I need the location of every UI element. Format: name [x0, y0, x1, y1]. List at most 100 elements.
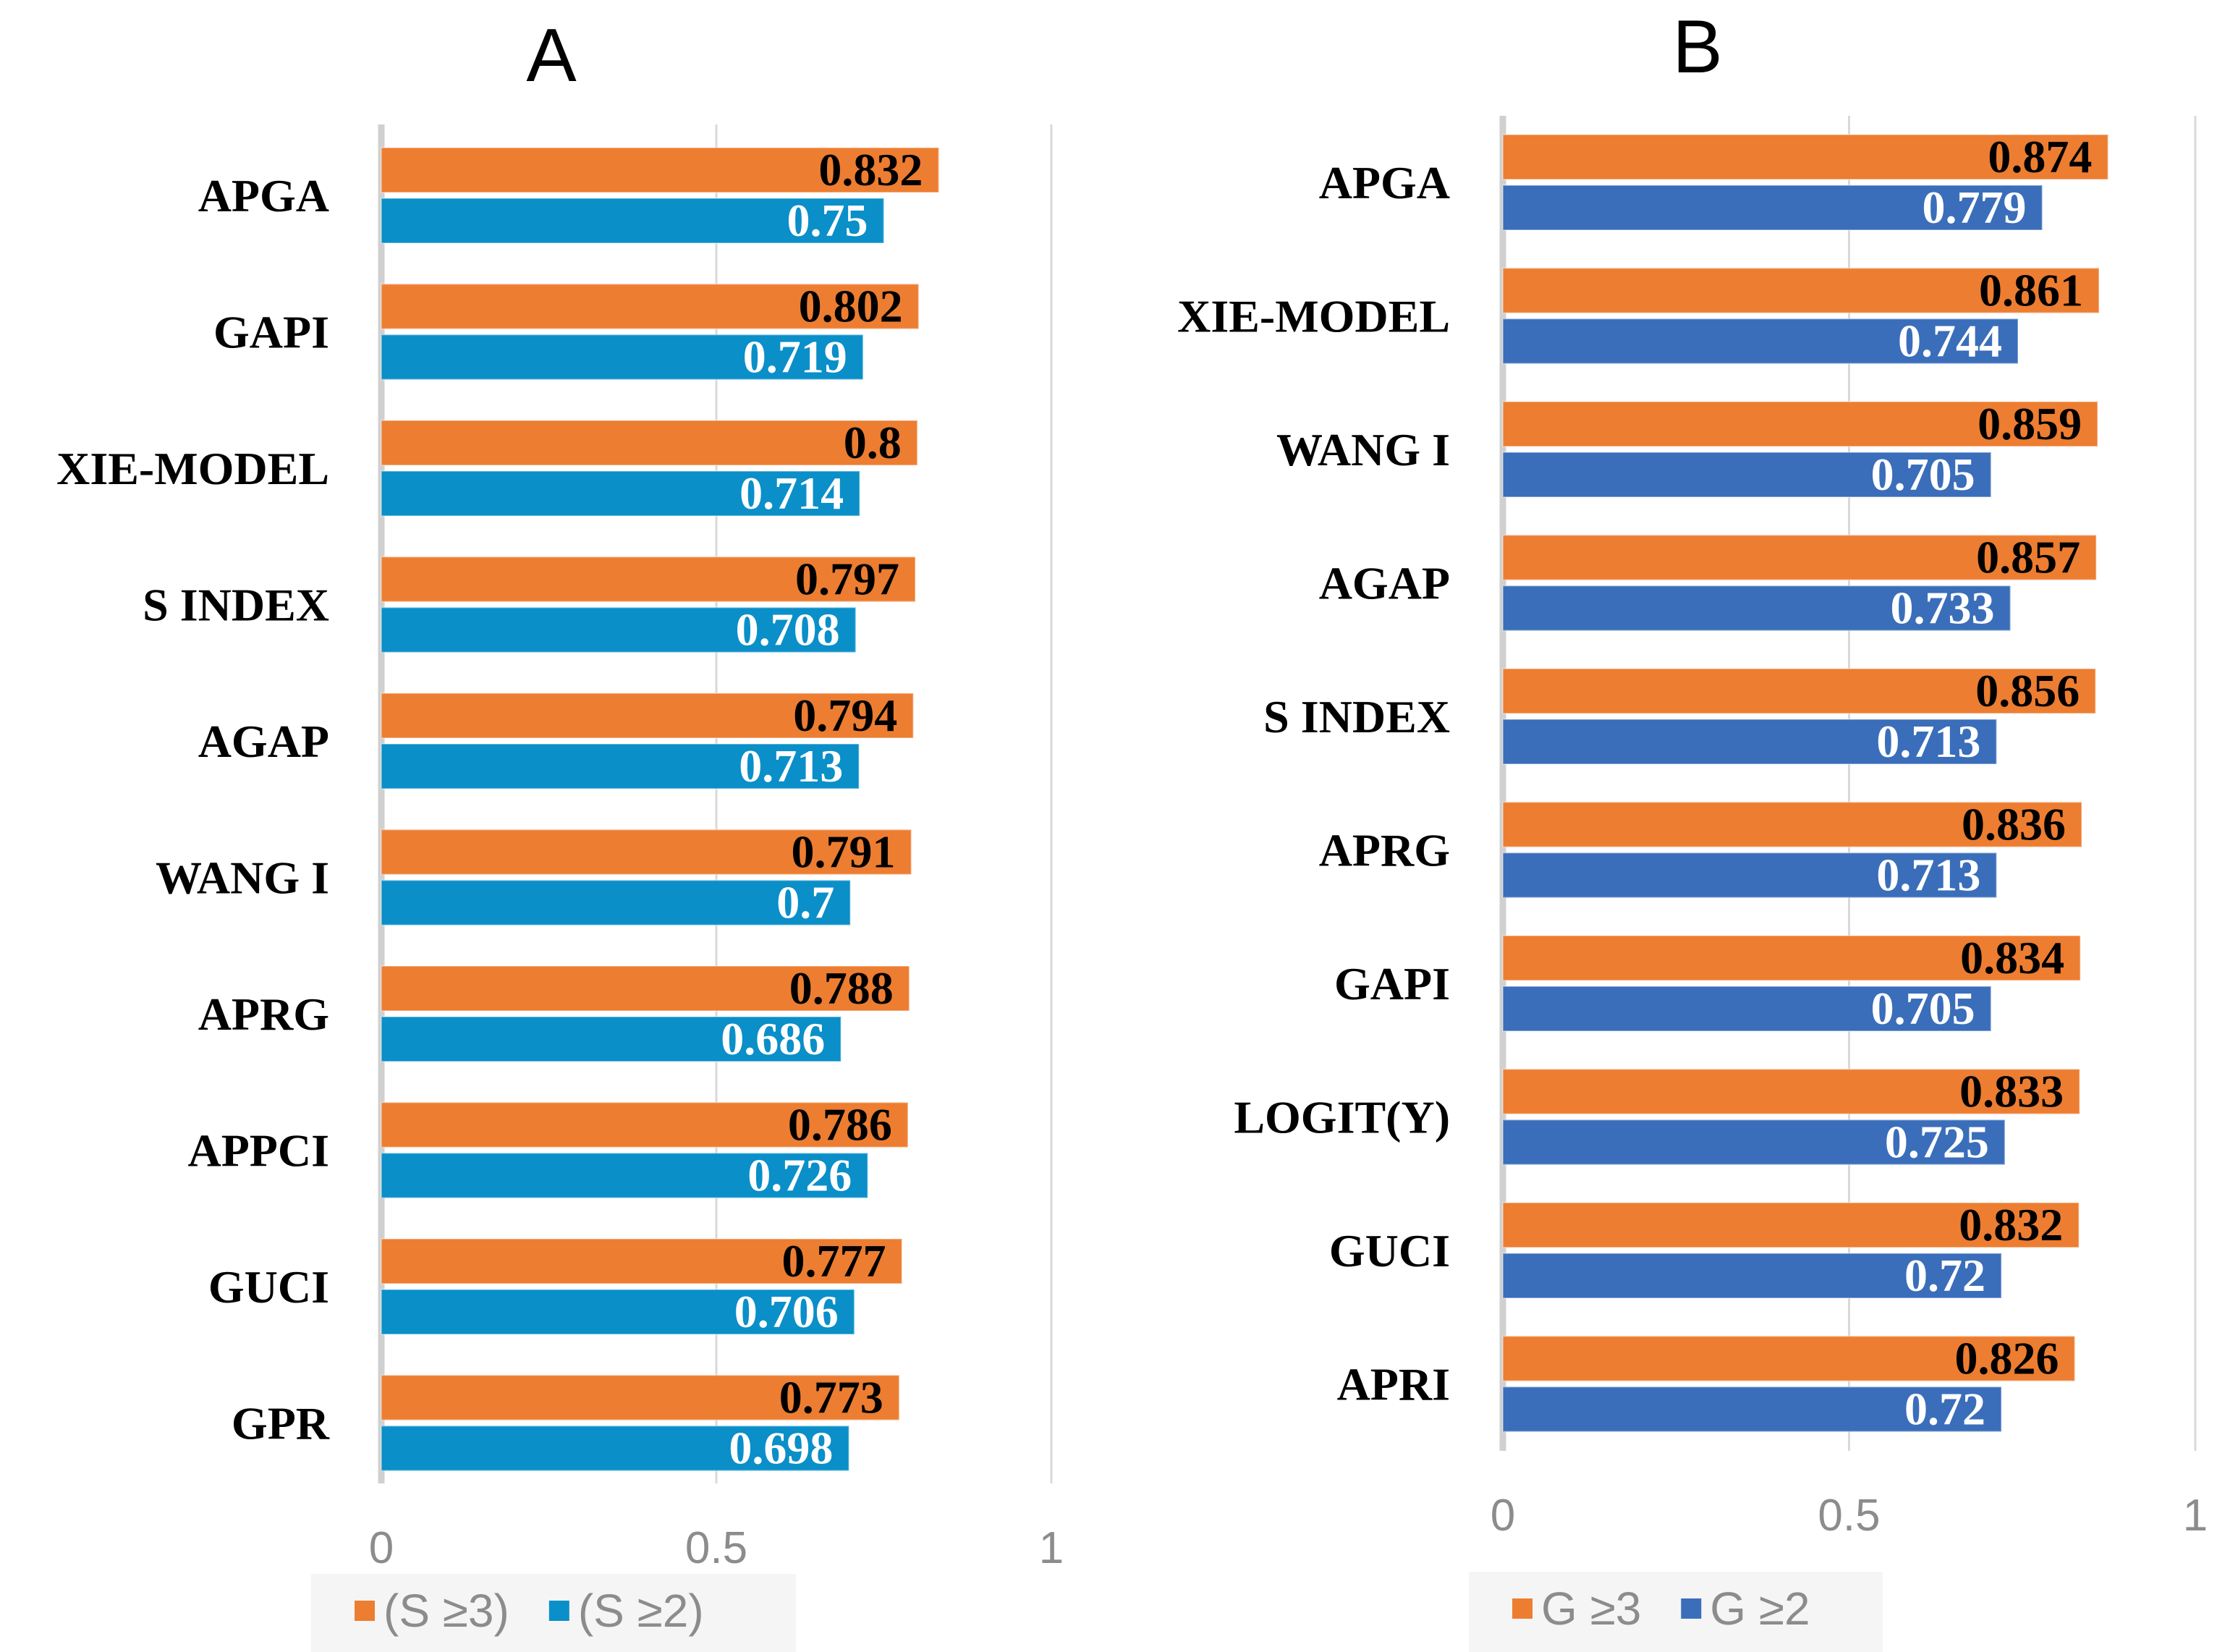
legend: G ≥3 G ≥2: [1469, 1572, 1883, 1652]
x-tick-label: 0.5: [685, 1523, 747, 1573]
data-label: 0.859: [1978, 398, 2082, 449]
bar: [381, 743, 860, 789]
bar: [381, 334, 864, 381]
data-label: 0.832: [1959, 1199, 2063, 1250]
data-label: 0.826: [1954, 1333, 2059, 1384]
category-label: LOGIT(Y): [1234, 1092, 1450, 1143]
data-label: 0.786: [788, 1099, 892, 1151]
data-label: 0.773: [779, 1372, 883, 1423]
x-tick-label: 0: [369, 1523, 394, 1573]
bar: [381, 1425, 850, 1472]
data-label: 0.708: [736, 604, 840, 656]
legend-swatch: [355, 1601, 375, 1621]
category-label: WANG I: [1276, 424, 1450, 475]
category-label: APGA: [1319, 157, 1450, 208]
legend-entry: (S ≥3): [383, 1585, 509, 1637]
data-label: 0.713: [1876, 850, 1980, 901]
category-label: GUCI: [208, 1261, 329, 1313]
bar: [381, 470, 861, 517]
data-label: 0.705: [1871, 449, 1975, 500]
data-label: 0.857: [1976, 532, 2080, 583]
category-label: S INDEX: [1263, 691, 1450, 742]
bar: [1502, 134, 2109, 180]
bar: [381, 283, 920, 330]
bar: [1502, 1202, 2080, 1248]
legend: (S ≥3) (S ≥2): [311, 1574, 796, 1652]
bar: [1502, 452, 1992, 498]
bar: [1502, 534, 2098, 581]
x-tick-label: 1: [1039, 1523, 1064, 1573]
data-label: 0.714: [739, 467, 844, 519]
legend-swatch: [1681, 1598, 1702, 1619]
data-label: 0.833: [1959, 1066, 2064, 1117]
bar: [381, 1152, 869, 1199]
data-label: 0.705: [1871, 983, 1975, 1034]
bar: [381, 879, 852, 926]
category-label: WANG I: [156, 852, 329, 904]
bar: [381, 692, 915, 739]
bar: [381, 965, 910, 1012]
data-label: 0.797: [795, 554, 899, 605]
chart-title: A: [526, 14, 577, 98]
category-label: S INDEX: [143, 580, 329, 631]
data-label: 0.791: [791, 826, 895, 878]
data-label: 0.777: [782, 1235, 886, 1287]
category-label: APPCI: [187, 1125, 329, 1177]
bar: [381, 147, 940, 193]
bar: [1502, 585, 2012, 632]
bar: [381, 1238, 903, 1284]
bar: [1502, 668, 2097, 714]
bar: [1502, 852, 1998, 899]
category-label: GAPI: [213, 307, 329, 358]
legend-swatch: [548, 1601, 569, 1621]
data-label: 0.8: [844, 417, 902, 468]
category-label: XIE-MODEL: [1177, 291, 1450, 342]
data-label: 0.874: [1988, 131, 2092, 182]
category-label: APRG: [198, 988, 329, 1040]
data-label: 0.725: [1885, 1117, 1989, 1168]
bar: [1502, 719, 1998, 765]
bar: [381, 1289, 855, 1335]
bar: [1502, 986, 1992, 1032]
bar: [381, 606, 857, 653]
category-label: GAPI: [1334, 958, 1450, 1009]
bar: [1502, 1386, 2003, 1433]
bar: [1502, 801, 2083, 848]
data-label: 0.779: [1923, 182, 2027, 233]
data-label: 0.75: [787, 195, 868, 246]
legend-entry: (S ≥2): [578, 1585, 704, 1637]
data-label: 0.72: [1904, 1384, 1985, 1435]
data-label: 0.719: [743, 331, 847, 383]
legend-background: [1469, 1572, 1883, 1652]
category-label: XIE-MODEL: [56, 443, 329, 494]
data-label: 0.686: [721, 1013, 825, 1064]
bar: [1502, 267, 2100, 314]
data-label: 0.836: [1962, 799, 2066, 850]
category-label: APRI: [1337, 1359, 1450, 1410]
bar: [381, 829, 912, 876]
bar: [1502, 1119, 2006, 1166]
data-label: 0.713: [1876, 716, 1980, 767]
bar: [381, 420, 918, 466]
data-label: 0.713: [739, 740, 843, 792]
bar: [381, 198, 885, 244]
legend-entry: G ≥3: [1541, 1583, 1641, 1635]
legend-entry: G ≥2: [1710, 1583, 1810, 1635]
data-label: 0.834: [1960, 932, 2064, 983]
category-label: AGAP: [1319, 558, 1450, 609]
bar: [1502, 935, 2082, 981]
x-tick-label: 1: [2183, 1491, 2208, 1541]
category-label: GPR: [232, 1398, 330, 1449]
category-label: APRG: [1319, 825, 1450, 876]
bar: [381, 1016, 842, 1062]
data-label: 0.861: [1979, 265, 2083, 316]
bar: [1502, 185, 2043, 231]
legend-swatch: [1512, 1598, 1533, 1619]
bar: [1502, 1253, 2003, 1299]
data-label: 0.788: [789, 962, 894, 1014]
bar: [1502, 401, 2099, 447]
data-label: 0.856: [1975, 665, 2080, 716]
bar: [1502, 318, 2019, 365]
